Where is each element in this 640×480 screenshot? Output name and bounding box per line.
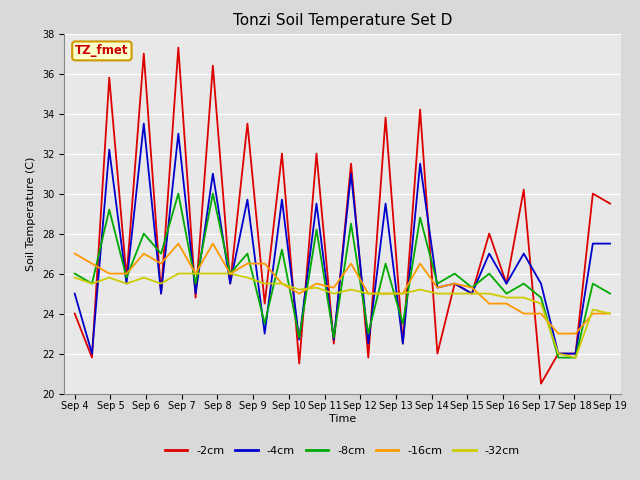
Legend: -2cm, -4cm, -8cm, -16cm, -32cm: -2cm, -4cm, -8cm, -16cm, -32cm [161, 441, 524, 460]
X-axis label: Time: Time [329, 414, 356, 424]
Y-axis label: Soil Temperature (C): Soil Temperature (C) [26, 156, 36, 271]
Text: TZ_fmet: TZ_fmet [75, 44, 129, 58]
Title: Tonzi Soil Temperature Set D: Tonzi Soil Temperature Set D [233, 13, 452, 28]
